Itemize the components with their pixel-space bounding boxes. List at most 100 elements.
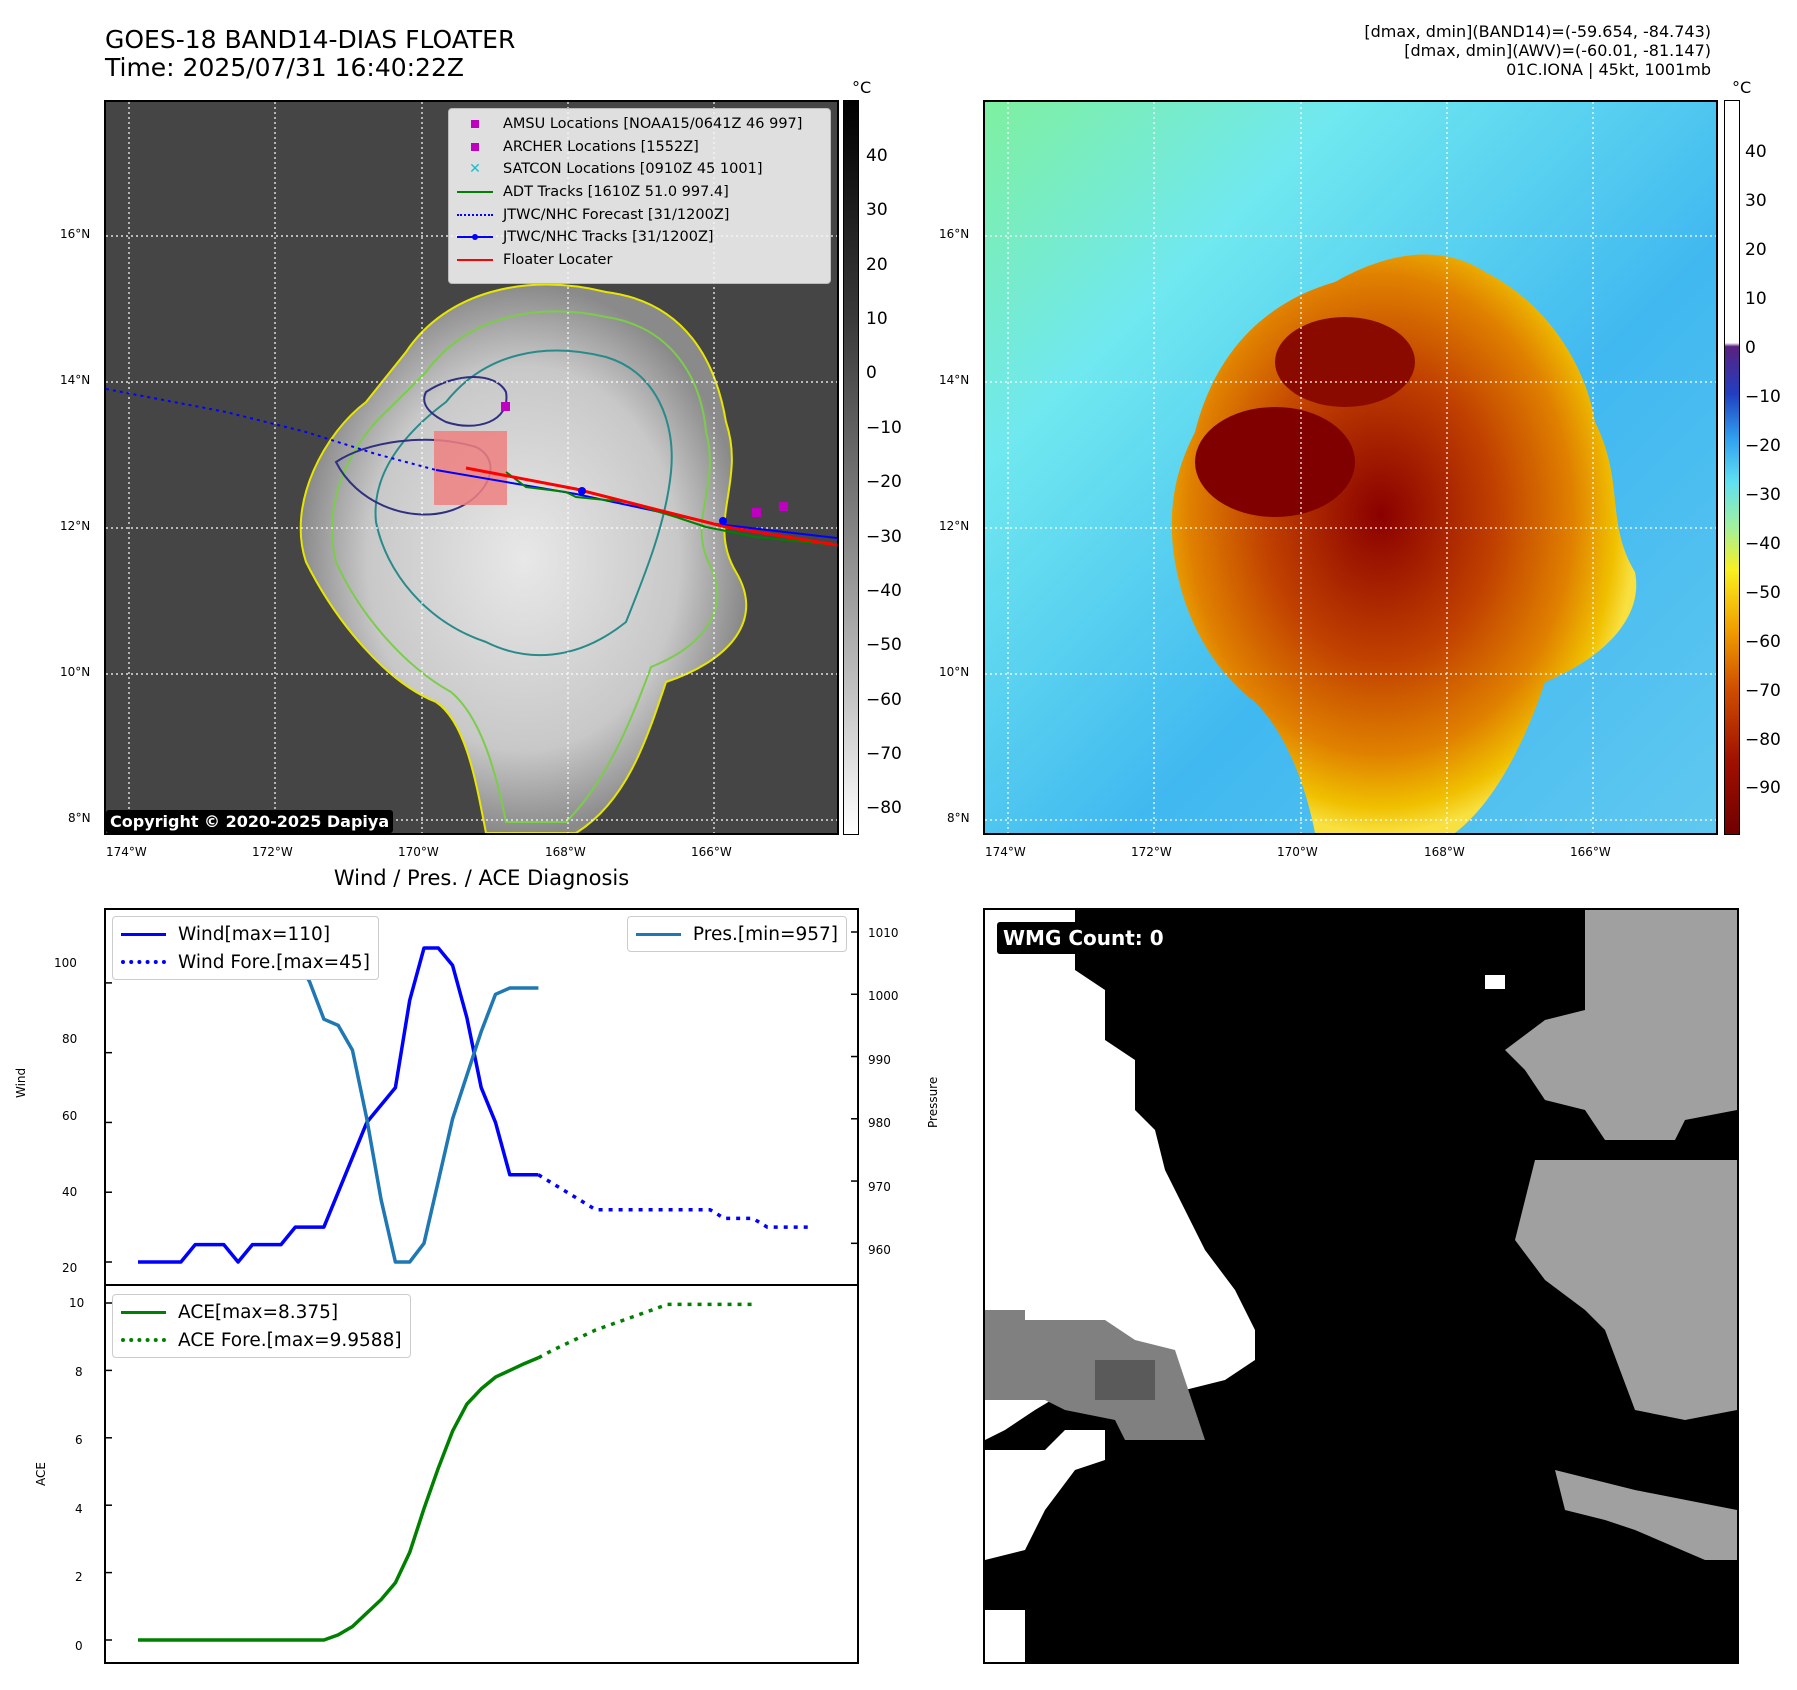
storm-info: 01C.IONA | 45kt, 1001mb: [1506, 60, 1711, 79]
ace-tick: 10: [69, 1296, 85, 1310]
gray-cb-tick: −30: [866, 527, 902, 547]
gray-cb-tick: −10: [866, 418, 902, 438]
color-cb-tick: −70: [1745, 681, 1781, 701]
lon-label-170w: 170°W: [398, 845, 439, 859]
title-line-2: Time: 2025/07/31 16:40:22Z: [105, 53, 464, 82]
color-cb-tick: 0: [1745, 338, 1756, 358]
pressure-tick: 1010: [868, 926, 899, 940]
legend-item-adt: ADT Tracks [1610Z 51.0 997.4]: [455, 181, 824, 204]
awv-range: [dmax, dmin](AWV)=(-60.01, -81.147): [1404, 41, 1711, 60]
lat-label-10n-right: 10°N: [939, 665, 970, 679]
map-legend: AMSU Locations [NOAA15/0641Z 46 997] ARC…: [448, 108, 831, 284]
lon-label-168w-right: 168°W: [1424, 845, 1465, 859]
wind-pressure-panel: Wind[max=110] Wind Fore.[max=45] Pres.[m…: [104, 908, 859, 1286]
ace-tick: 6: [75, 1433, 83, 1447]
lon-label-172w-right: 172°W: [1131, 845, 1172, 859]
pressure-tick: 990: [868, 1053, 891, 1067]
band14-range: [dmax, dmin](BAND14)=(-59.654, -84.743): [1364, 22, 1711, 41]
wind-tick: 60: [62, 1109, 78, 1123]
lon-label-172w: 172°W: [252, 845, 293, 859]
color-cb-tick: −40: [1745, 534, 1781, 554]
ace-forecast-line: [537, 1302, 753, 1360]
wind-line: [138, 946, 539, 1264]
gray-cb-tick: −40: [866, 581, 902, 601]
pressure-tick: 980: [868, 1116, 891, 1130]
color-cb-tick: −30: [1745, 485, 1781, 505]
legend-item-amsu: AMSU Locations [NOAA15/0641Z 46 997]: [455, 113, 824, 136]
lat-label-12n-right: 12°N: [939, 519, 970, 533]
lat-label-8n-right: 8°N: [947, 811, 970, 825]
ace-legend: ACE[max=8.375] ACE Fore.[max=9.9588]: [112, 1294, 411, 1358]
gray-cb-tick: 40: [866, 146, 888, 166]
pressure-tick: 970: [868, 1180, 891, 1194]
gray-cb-tick: −80: [866, 798, 902, 818]
lon-label-170w-right: 170°W: [1277, 845, 1318, 859]
ace-tick: 2: [75, 1570, 83, 1584]
ir-map-panel: Copyright © 2020-2025 Dapiya AMSU Locati…: [104, 100, 839, 835]
ace-tick: 4: [75, 1502, 83, 1516]
gray-cb-tick: −20: [866, 472, 902, 492]
wmg-panel: WMG Count: 0: [983, 908, 1739, 1664]
gray-colorbar: [843, 100, 859, 835]
awv-map-image: [985, 102, 1716, 833]
gray-cb-tick: −60: [866, 690, 902, 710]
color-cb-tick: 40: [1745, 142, 1767, 162]
legend-item-archer: ARCHER Locations [1552Z]: [455, 136, 824, 159]
legend-wind: Wind[max=110]: [121, 920, 370, 948]
legend-item-forecast: JTWC/NHC Forecast [31/1200Z]: [455, 203, 824, 226]
lon-label-166w: 166°W: [691, 845, 732, 859]
gray-cb-tick: −70: [866, 744, 902, 764]
gray-cb-tick: 30: [866, 200, 888, 220]
gray-cb-tick: 20: [866, 255, 888, 275]
ace-tick: 8: [75, 1365, 83, 1379]
awv-map-panel: [983, 100, 1718, 835]
wind-tick: 20: [62, 1261, 78, 1275]
gray-cb-tick: 0: [866, 363, 877, 383]
lat-label-8n: 8°N: [68, 811, 91, 825]
gray-cb-tick: −50: [866, 635, 902, 655]
wmg-count-badge: WMG Count: 0: [997, 922, 1170, 954]
legend-ace: ACE[max=8.375]: [121, 1298, 402, 1326]
ace-line: [138, 1356, 540, 1642]
legend-item-satcon: ✕ SATCON Locations [0910Z 45 1001]: [469, 161, 763, 178]
pressure-tick: 1000: [868, 989, 899, 1003]
ace-axis-label: ACE: [34, 1462, 48, 1486]
lat-label-14n-right: 14°N: [939, 373, 970, 387]
legend-item-tracks: JTWC/NHC Tracks [31/1200Z]: [455, 226, 824, 249]
copyright-badge: Copyright © 2020-2025 Dapiya: [106, 810, 394, 833]
title-line-1: GOES-18 BAND14-DIAS FLOATER: [105, 25, 516, 54]
lat-label-10n: 10°N: [60, 665, 91, 679]
legend-pressure: Pres.[min=957]: [635, 920, 838, 948]
color-colorbar-unit: °C: [1732, 78, 1752, 97]
lat-label-14n: 14°N: [60, 373, 91, 387]
figure-title: GOES-18 BAND14-DIAS FLOATER Time: 2025/0…: [105, 26, 515, 82]
lon-label-166w-right: 166°W: [1570, 845, 1611, 859]
gray-cb-tick: 10: [866, 309, 888, 329]
legend-ace-fore: ACE Fore.[max=9.9588]: [121, 1326, 402, 1354]
wind-tick: 100: [54, 956, 77, 970]
color-colorbar: [1724, 100, 1740, 835]
ace-panel: ACE[max=8.375] ACE Fore.[max=9.9588]: [104, 1284, 859, 1664]
legend-wind-fore: Wind Fore.[max=45]: [121, 948, 370, 976]
color-cb-tick: −50: [1745, 583, 1781, 603]
color-cb-tick: 20: [1745, 240, 1767, 260]
color-cb-tick: −80: [1745, 730, 1781, 750]
color-cb-tick: −60: [1745, 632, 1781, 652]
pressure-legend: Pres.[min=957]: [626, 916, 847, 952]
wind-axis-label: Wind: [14, 1067, 28, 1098]
pressure-line: [138, 930, 539, 1264]
gray-colorbar-unit: °C: [852, 78, 872, 97]
color-cb-tick: −90: [1745, 778, 1781, 798]
pressure-axis-label: Pressure: [926, 1076, 940, 1128]
lat-label-16n-right: 16°N: [939, 227, 970, 241]
color-cb-tick: 30: [1745, 191, 1767, 211]
wind-legend: Wind[max=110] Wind Fore.[max=45]: [112, 916, 379, 980]
color-cb-tick: 10: [1745, 289, 1767, 309]
lat-label-12n: 12°N: [60, 519, 91, 533]
lon-label-174w-right: 174°W: [985, 845, 1026, 859]
ace-tick: 0: [75, 1639, 83, 1653]
wind-tick: 80: [62, 1032, 78, 1046]
ace-plot: [106, 1302, 753, 1642]
stats-block: [dmax, dmin](BAND14)=(-59.654, -84.743) …: [1364, 22, 1711, 79]
wmg-image: [985, 910, 1737, 1662]
